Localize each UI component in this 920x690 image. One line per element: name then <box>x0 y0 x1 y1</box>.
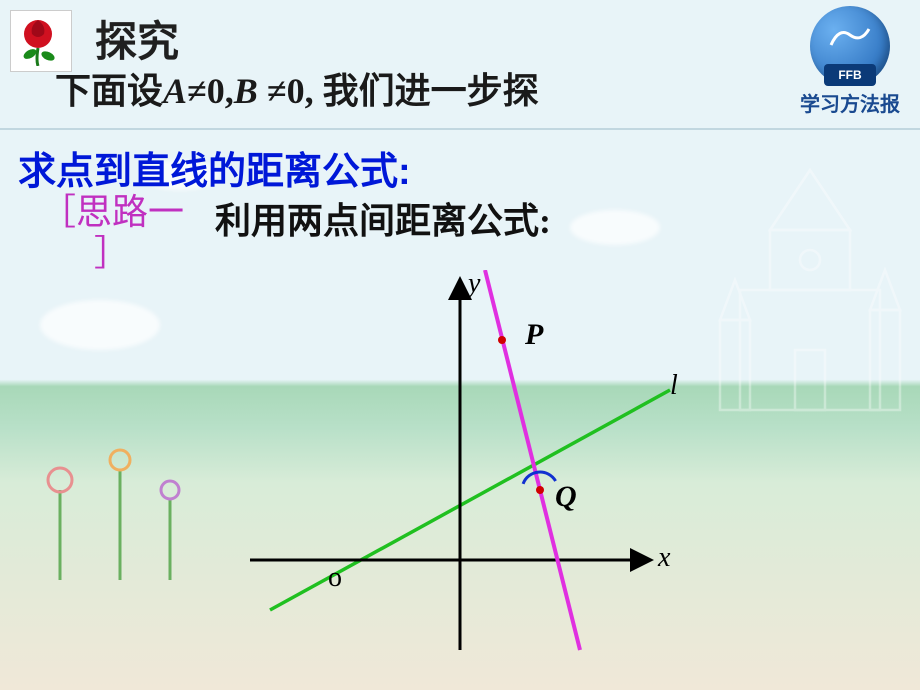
var-a: A <box>163 71 187 111</box>
y-axis-label: y <box>468 268 480 300</box>
logo-text-ffb: FFB <box>824 64 876 86</box>
origin-label: o <box>328 562 342 594</box>
neq0-a: ≠0, <box>187 71 234 111</box>
neq0-b: ≠0, <box>258 71 323 111</box>
point-q-label: Q <box>555 480 577 514</box>
flower-deco <box>30 430 210 590</box>
brand-logo: FFB 学习方法报 <box>800 6 900 117</box>
cloud-deco <box>40 300 160 350</box>
x-axis-label: x <box>658 542 670 574</box>
bracket-close: ］ <box>94 233 130 273</box>
page-title: 探究 <box>95 8 179 69</box>
graph-svg <box>210 270 690 670</box>
section-heading: 求点到直线的距离公式: <box>18 140 411 195</box>
var-b: B <box>234 71 258 111</box>
approach-text: 思路一 <box>76 192 184 232</box>
coordinate-graph: y x o P Q l <box>210 270 690 670</box>
castle-deco <box>710 160 910 420</box>
line-l-label: l <box>670 370 678 402</box>
cloud-deco <box>570 210 660 245</box>
logo-circle-icon: FFB <box>810 6 890 86</box>
bracket-open: ［ <box>40 192 76 232</box>
premise-prefix: 下面设 <box>55 71 163 111</box>
point-p-label: P <box>525 318 543 352</box>
premise-rest: 我们进一步探 <box>323 71 539 111</box>
approach-label: ［思路一］ <box>40 192 184 275</box>
premise-line: 下面设A≠0,B ≠0, 我们进一步探 <box>55 62 539 114</box>
divider-line <box>0 128 920 130</box>
logo-subtitle: 学习方法报 <box>800 88 900 117</box>
method-description: 利用两点间距离公式: <box>215 192 551 244</box>
